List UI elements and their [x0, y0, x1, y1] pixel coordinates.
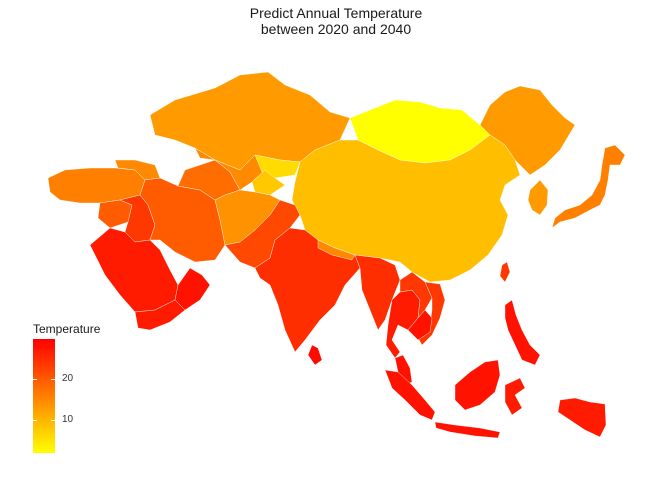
- chart-title: Predict Annual Temperature between 2020 …: [0, 5, 672, 37]
- region-sumatra[interactable]: Sumatra: 28: [384, 369, 436, 421]
- region-nepal[interactable]: Nepal: 15: [317, 239, 356, 261]
- region-borneo[interactable]: Borneo: 28: [454, 359, 501, 411]
- chart-title-line1: Predict Annual Temperature: [249, 5, 423, 21]
- legend-title: Temperature: [33, 322, 101, 336]
- region-philippines[interactable]: Philippines: 28: [504, 299, 541, 366]
- legend-tick-mark-20-right: [51, 379, 55, 380]
- region-japan[interactable]: Japan: 16: [551, 144, 626, 229]
- region-oman[interactable]: Oman: 28: [174, 267, 211, 311]
- legend-tick-label-10: 10: [62, 414, 74, 425]
- region-syria[interactable]: Syria: 20: [97, 199, 133, 229]
- region-iran[interactable]: Iran: 20: [139, 177, 226, 263]
- legend-tick-mark-10-right: [51, 420, 55, 421]
- region-cambodia[interactable]: Cambodia: 28: [407, 309, 433, 341]
- legend-tick-mark-20: [33, 379, 37, 380]
- region-taiwan[interactable]: Taiwan: 24: [499, 261, 511, 283]
- region-yemen[interactable]: Yemen: 27: [134, 299, 186, 331]
- region-sri-lanka[interactable]: Sri Lanka: 29: [307, 344, 323, 366]
- legend-colorbar: [33, 339, 55, 453]
- legend-tick-label-20: 20: [62, 373, 74, 384]
- region-vietnam[interactable]: Vietnam: 24: [417, 281, 446, 346]
- legend-tick-mark-10: [33, 420, 37, 421]
- region-java[interactable]: Java: 28: [434, 421, 501, 439]
- chart-title-line2: between 2020 and 2040: [260, 21, 412, 37]
- region-saudi-arabia[interactable]: Saudi Arabia: 27: [89, 227, 179, 313]
- region-korea[interactable]: Korea: 13: [527, 179, 549, 216]
- region-myanmar[interactable]: Myanmar: 25: [354, 254, 401, 331]
- region-new-guinea[interactable]: New Guinea: 27: [557, 397, 607, 438]
- region-sulawesi[interactable]: Sulawesi: 27: [504, 377, 526, 416]
